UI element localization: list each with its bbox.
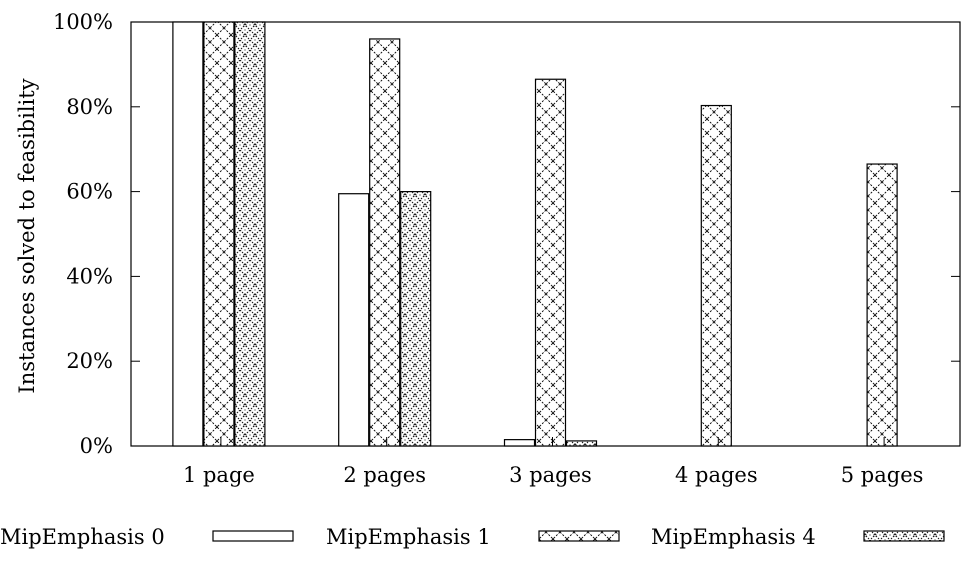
x-tick-label: 2 pages (343, 463, 426, 487)
bar (172, 21, 204, 447)
y-tick-label: 40% (66, 264, 113, 288)
x-tick-label: 3 pages (509, 463, 592, 487)
legend-label: MipEmphasis 0 (0, 525, 165, 549)
bar (866, 163, 898, 447)
legend: MipEmphasis 0 MipEmphasis 1 MipEmphasis 4 (0, 525, 945, 549)
bar (369, 38, 401, 447)
x-tick-label: 5 pages (841, 463, 924, 487)
legend-swatch (863, 530, 945, 542)
bar (700, 104, 732, 447)
bar (338, 193, 370, 447)
legend-label: MipEmphasis 1 (326, 525, 491, 549)
bar (503, 439, 536, 447)
legend-swatch (212, 530, 294, 542)
y-ticks: 0% 20% 40% 60% 80% 100% (53, 10, 960, 458)
bar (203, 21, 235, 447)
y-tick-label: 100% (53, 10, 113, 34)
bar (534, 78, 567, 447)
x-ticks: 1 page 2 pages 3 pages 4 pages 5 pages (183, 437, 923, 487)
bar (565, 440, 598, 447)
y-tick-label: 60% (66, 180, 113, 204)
y-axis-title: Instances solved to feasibility (15, 78, 39, 393)
y-tick-label: 80% (66, 95, 113, 119)
x-tick-label: 1 page (183, 463, 255, 487)
bar (400, 191, 432, 447)
y-tick-label: 0% (80, 434, 113, 458)
y-axis-title-group: Instances solved to feasibility (15, 78, 39, 393)
x-tick-label: 4 pages (675, 463, 758, 487)
bars (172, 21, 898, 447)
legend-swatch (538, 530, 620, 542)
bar (234, 21, 266, 447)
legend-label: MipEmphasis 4 (651, 525, 816, 549)
y-tick-label: 20% (66, 349, 113, 373)
